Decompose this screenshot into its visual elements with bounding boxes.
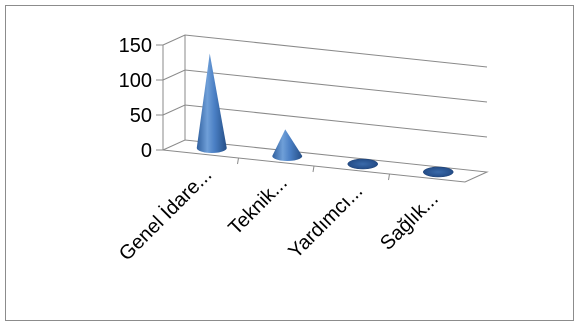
floor-plane [161,139,489,183]
x-category-label: Genel İdare... [114,163,216,265]
gridline [162,104,488,138]
gridline [162,69,488,103]
cone-3 [347,158,378,170]
cone-base-disc [347,158,378,170]
y-tick-label: 150 [119,35,152,57]
y-tick-label: 50 [130,105,152,127]
x-category-label: Yardımcı... [284,180,367,263]
cone-body [196,53,227,153]
x-tick-mark [388,173,390,181]
cone-1 [196,53,227,153]
x-tick-mark [237,157,239,165]
gridline [162,34,488,68]
cone-base-disc [423,166,454,178]
y-tick-label: 100 [119,70,152,92]
cone-body [272,129,303,161]
x-tick-mark [312,165,315,173]
cone-2 [272,129,303,161]
cone-4 [423,166,454,178]
x-category-label: Teknik... [224,172,291,239]
y-tick-label: 0 [141,140,152,162]
x-category-label: Sağlık... [376,188,443,255]
